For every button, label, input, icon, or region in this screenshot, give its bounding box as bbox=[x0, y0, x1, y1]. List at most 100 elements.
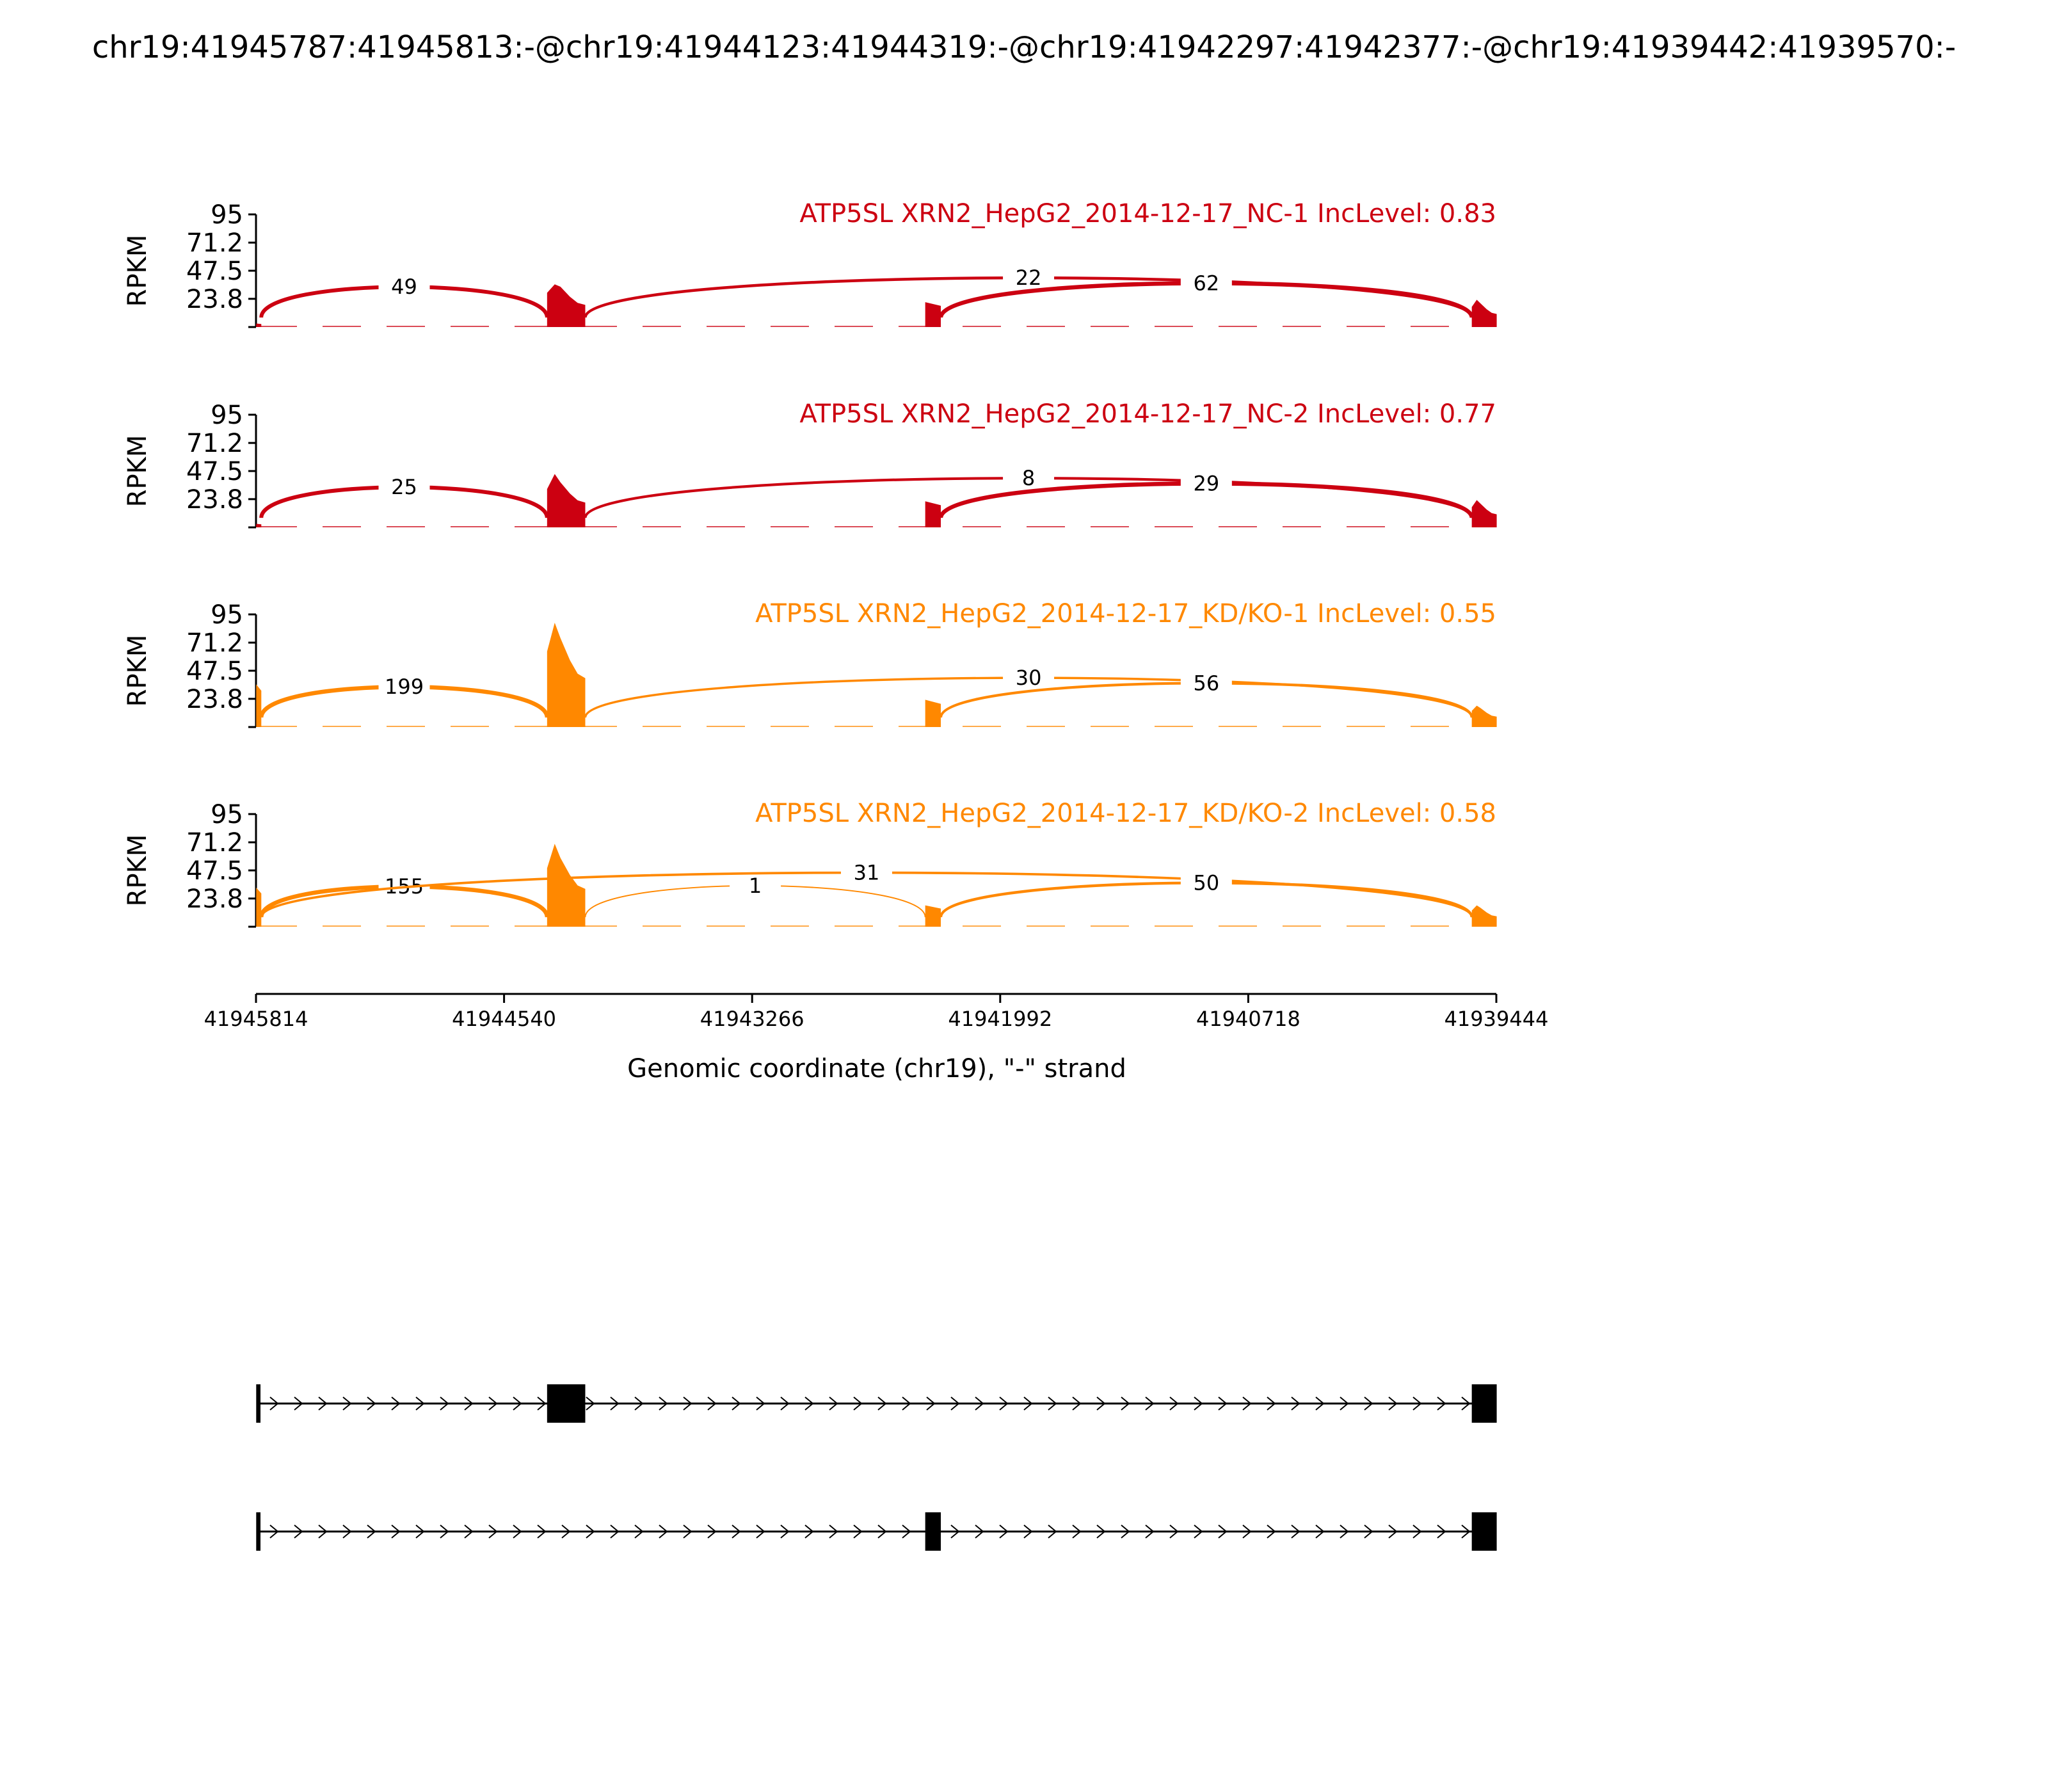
strand-chevron bbox=[1169, 1396, 1179, 1411]
coverage-block bbox=[547, 474, 586, 527]
strand-chevron bbox=[537, 1396, 547, 1411]
strand-chevron bbox=[1388, 1524, 1398, 1539]
strand-chevron bbox=[1145, 1524, 1155, 1539]
strand-chevron bbox=[342, 1524, 352, 1539]
junction-count-bg bbox=[1180, 669, 1232, 695]
strand-chevron bbox=[1145, 1396, 1155, 1411]
strand-chevron bbox=[1437, 1524, 1446, 1539]
strand-chevron bbox=[1315, 1524, 1325, 1539]
strand-chevron bbox=[1461, 1396, 1471, 1411]
y-axis-label: RPKM bbox=[123, 235, 152, 307]
strand-chevron bbox=[415, 1396, 425, 1411]
strand-chevron bbox=[1072, 1396, 1082, 1411]
strand-chevron bbox=[586, 1396, 595, 1411]
strand-chevron bbox=[294, 1524, 303, 1539]
junction-count-bg bbox=[730, 871, 781, 897]
y-tick-label: 47.5 bbox=[186, 657, 243, 686]
y-axis-label: RPKM bbox=[123, 835, 152, 907]
strand-chevron bbox=[586, 1524, 595, 1539]
strand-chevron bbox=[853, 1524, 863, 1539]
strand-chevron bbox=[415, 1524, 425, 1539]
y-axis-label: RPKM bbox=[123, 635, 152, 707]
strand-chevron bbox=[391, 1396, 401, 1411]
y-tick-label: 95 bbox=[211, 200, 243, 230]
strand-chevron bbox=[756, 1396, 765, 1411]
strand-chevron bbox=[707, 1396, 717, 1411]
junction-count: 49 bbox=[391, 275, 417, 299]
junction-count: 56 bbox=[1193, 671, 1219, 695]
strand-chevron bbox=[780, 1524, 790, 1539]
strand-chevron bbox=[1461, 1524, 1471, 1539]
strand-chevron bbox=[464, 1396, 474, 1411]
x-tick-label: 41940718 bbox=[1196, 1007, 1300, 1031]
y-tick-label: 95 bbox=[211, 800, 243, 829]
strand-chevron bbox=[999, 1524, 1009, 1539]
strand-chevron bbox=[1412, 1524, 1422, 1539]
junction-count-bg bbox=[1003, 464, 1055, 490]
junction-count: 1 bbox=[749, 874, 762, 898]
strand-chevron bbox=[853, 1396, 863, 1411]
strand-chevron bbox=[999, 1396, 1009, 1411]
strand-chevron bbox=[1242, 1524, 1252, 1539]
junction-count: 50 bbox=[1193, 870, 1219, 895]
junction-count: 199 bbox=[385, 675, 424, 699]
y-tick-label: 71.2 bbox=[186, 628, 243, 658]
strand-chevron bbox=[367, 1396, 376, 1411]
strand-chevron bbox=[294, 1396, 303, 1411]
junction-count-bg bbox=[378, 673, 430, 699]
strand-chevron bbox=[561, 1524, 571, 1539]
strand-chevron bbox=[269, 1396, 279, 1411]
strand-chevron bbox=[804, 1396, 814, 1411]
junction-count-bg bbox=[1180, 269, 1232, 295]
strand-chevron bbox=[1121, 1524, 1130, 1539]
sample-label: ATP5SL XRN2_HepG2_2014-12-17_NC-2 IncLev… bbox=[799, 399, 1496, 429]
strand-chevron bbox=[513, 1396, 522, 1411]
y-tick-label: 95 bbox=[211, 401, 243, 430]
strand-chevron bbox=[1437, 1396, 1446, 1411]
sample-label: ATP5SL XRN2_HepG2_2014-12-17_KD/KO-2 Inc… bbox=[755, 799, 1496, 828]
exon-block bbox=[547, 1384, 586, 1423]
x-tick-label: 41945814 bbox=[204, 1007, 308, 1031]
strand-chevron bbox=[440, 1524, 449, 1539]
x-tick-label: 41939444 bbox=[1444, 1007, 1549, 1031]
strand-chevron bbox=[877, 1524, 887, 1539]
strand-chevron bbox=[1023, 1396, 1033, 1411]
strand-chevron bbox=[683, 1524, 692, 1539]
strand-chevron bbox=[804, 1524, 814, 1539]
coverage-block bbox=[547, 622, 586, 727]
coverage-block bbox=[1471, 905, 1497, 927]
strand-chevron bbox=[1267, 1396, 1276, 1411]
strand-chevron bbox=[610, 1396, 620, 1411]
strand-chevron bbox=[634, 1396, 644, 1411]
coverage-block bbox=[547, 284, 586, 327]
strand-chevron bbox=[318, 1524, 328, 1539]
strand-chevron bbox=[610, 1524, 620, 1539]
y-tick-label: 47.5 bbox=[186, 457, 243, 486]
strand-chevron bbox=[1072, 1524, 1082, 1539]
y-tick-label: 71.2 bbox=[186, 429, 243, 458]
strand-chevron bbox=[1048, 1396, 1057, 1411]
strand-chevron bbox=[1218, 1524, 1228, 1539]
strand-chevron bbox=[634, 1524, 644, 1539]
strand-chevron bbox=[1412, 1396, 1422, 1411]
strand-chevron bbox=[902, 1524, 911, 1539]
strand-chevron bbox=[732, 1524, 741, 1539]
strand-chevron bbox=[950, 1396, 960, 1411]
coverage-block bbox=[925, 501, 941, 527]
strand-chevron bbox=[1121, 1396, 1130, 1411]
y-tick-label: 23.8 bbox=[186, 285, 243, 314]
coverage-block bbox=[256, 524, 262, 527]
strand-chevron bbox=[488, 1396, 498, 1411]
strand-chevron bbox=[877, 1396, 887, 1411]
x-axis-label: Genomic coordinate (chr19), "-" strand bbox=[627, 1054, 1126, 1084]
strand-chevron bbox=[1267, 1524, 1276, 1539]
junction-count: 30 bbox=[1016, 666, 1042, 690]
strand-chevron bbox=[707, 1524, 717, 1539]
y-tick-label: 23.8 bbox=[186, 884, 243, 914]
strand-chevron bbox=[488, 1524, 498, 1539]
strand-chevron bbox=[659, 1396, 668, 1411]
junction-count-bg bbox=[1180, 868, 1232, 895]
